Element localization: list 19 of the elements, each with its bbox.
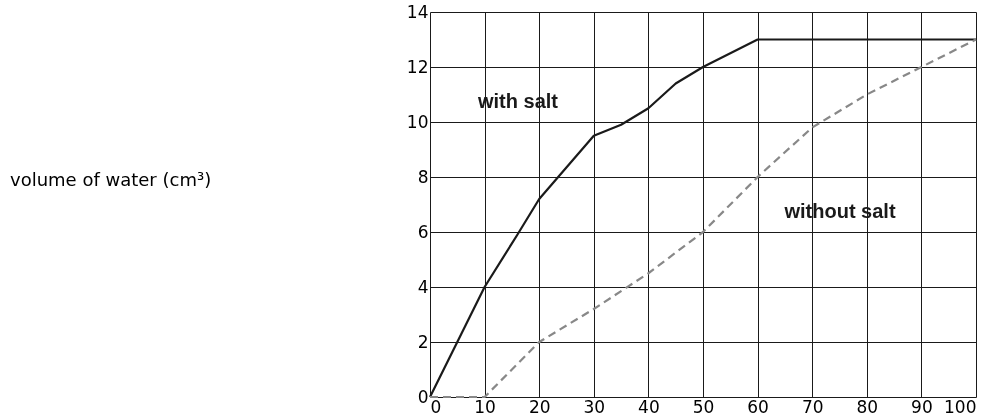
x-tick-label: 20 [528,396,551,417]
x-tick-label: 100 [944,396,977,417]
x-tick-label: 10 [474,396,496,417]
y-tick-label: 12 [406,56,429,77]
y-tick-label: 8 [417,166,429,187]
y-tick-label: 2 [417,331,429,352]
text: volume of water (cm³) [10,169,212,191]
x-tick-label: 60 [747,396,769,417]
x-tick-label: 0 [430,396,442,417]
x-tick-label: 70 [801,396,824,417]
x-tick-label: 40 [638,396,660,417]
x-tick-label: 80 [856,396,879,417]
x-tick-label: 50 [692,396,715,417]
y-tick-label: 14 [406,1,429,22]
y-tick-label: 6 [417,221,429,242]
x-tick-label: 30 [583,396,606,417]
y-tick-label: 10 [406,111,429,132]
x-tick-label: 90 [911,396,933,417]
y-tick-label: 4 [417,276,429,297]
